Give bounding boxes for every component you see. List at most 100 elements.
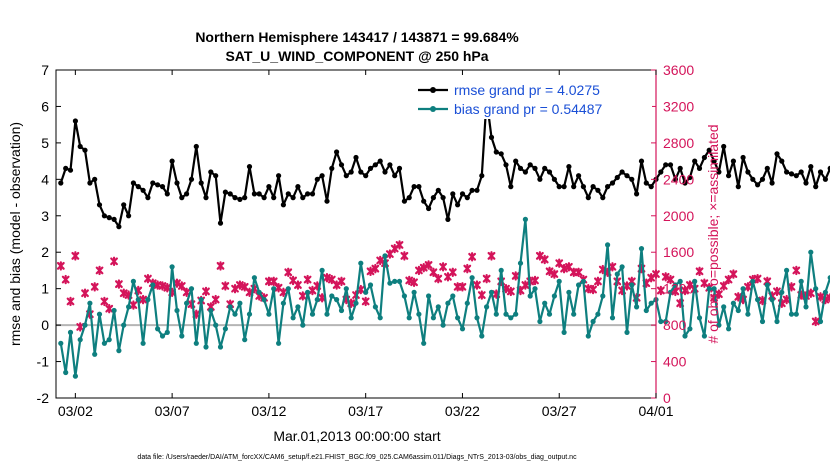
rmse-data-point <box>498 151 504 157</box>
bias-data-point <box>493 311 499 317</box>
y-tick-label-right: 2400 <box>663 171 694 187</box>
bias-data-point <box>527 293 533 299</box>
obs-assimilated-point <box>666 274 675 285</box>
bias-data-point <box>348 315 354 321</box>
rmse-data-point <box>276 173 282 179</box>
obs-assimilated-point <box>95 265 104 276</box>
rmse-data-point <box>72 118 78 124</box>
rmse-data-point <box>464 195 470 201</box>
bias-data-point <box>416 311 422 317</box>
legend-box <box>412 77 652 119</box>
bias-data-point <box>372 304 378 310</box>
rmse-data-point <box>203 195 209 201</box>
bias-data-point <box>551 293 558 299</box>
rmse-data-point <box>726 173 732 179</box>
bias-data-point <box>164 329 170 335</box>
rmse-data-point <box>522 169 529 175</box>
rmse-data-point <box>421 198 427 204</box>
rmse-data-point <box>319 173 325 179</box>
rmse-data-point <box>188 176 195 182</box>
rmse-data-point <box>595 187 601 193</box>
bias-data-point <box>300 322 306 328</box>
rmse-data-point <box>77 143 83 150</box>
obs-assimilated-point <box>463 263 472 274</box>
bias-data-point <box>813 286 819 292</box>
legend-rmse-label: rmse grand pr = 4.0275 <box>454 82 600 98</box>
rmse-data-point <box>145 195 151 201</box>
rmse-data-point <box>580 184 587 190</box>
obs-assimilated-point <box>376 255 385 266</box>
rmse-data-point <box>401 198 407 204</box>
rmse-data-point <box>367 165 374 171</box>
rmse-data-point <box>750 176 756 182</box>
obs-assimilated-point <box>424 260 433 270</box>
obs-assimilated-point <box>366 266 375 277</box>
y-tick-label-left: -1 <box>37 354 50 370</box>
rmse-data-point <box>314 176 320 182</box>
rmse-data-point <box>256 191 262 197</box>
obs-assimilated-point <box>589 284 597 295</box>
bias-data-point <box>692 278 698 284</box>
bias-data-point <box>290 315 296 321</box>
legend-bias-marker <box>430 106 436 112</box>
bias-data-point <box>624 329 630 335</box>
rmse-data-point <box>353 154 359 161</box>
rmse-data-point <box>817 169 824 175</box>
rmse-data-point <box>629 176 635 182</box>
obs-assimilated-point <box>729 269 738 279</box>
obs-assimilated-point <box>115 279 123 289</box>
rmse-data-point <box>343 173 349 179</box>
rmse-data-point <box>261 195 267 201</box>
bias-data-point <box>135 297 141 303</box>
bias-data-point <box>305 289 311 295</box>
bias-data-point <box>130 278 136 284</box>
obs-assimilated-point <box>90 282 99 292</box>
rmse-data-point <box>377 158 383 164</box>
rmse-data-point <box>426 205 432 212</box>
obs-assimilated-point <box>753 273 762 284</box>
rmse-data-point <box>58 180 64 186</box>
bias-data-point <box>484 304 490 310</box>
bias-data-point <box>140 340 146 346</box>
y-tick-label-right: 800 <box>663 317 687 333</box>
rmse-data-point <box>546 169 553 175</box>
obs-assimilated-point <box>816 292 825 302</box>
bias-data-point <box>237 300 243 306</box>
bias-data-point <box>217 344 224 350</box>
obs-assimilated-point <box>482 273 491 284</box>
bias-data-point <box>198 297 204 303</box>
rmse-data-point <box>305 191 311 197</box>
bias-data-point <box>445 300 451 306</box>
bias-data-point <box>590 318 596 325</box>
rmse-data-point <box>493 149 499 155</box>
rmse-data-point <box>280 202 286 208</box>
obs-assimilated-point <box>540 254 549 265</box>
bias-data-point <box>314 297 320 303</box>
bias-data-point <box>426 293 432 299</box>
bias-data-point <box>740 286 746 292</box>
bias-data-point <box>338 307 345 314</box>
bias-data-point <box>58 340 64 346</box>
obs-assimilated-point <box>574 267 583 277</box>
rmse-data-point <box>672 176 679 182</box>
rmse-data-point <box>135 184 141 190</box>
obs-assimilated-point <box>811 316 820 327</box>
obs-assimilated-point <box>468 252 477 262</box>
bias-data-point <box>609 315 616 321</box>
bias-data-point <box>585 333 591 339</box>
bias-data-point <box>343 286 349 292</box>
bias-data-point <box>745 311 751 317</box>
bias-data-point <box>242 337 248 343</box>
rmse-data-point <box>251 191 257 197</box>
rmse-data-point <box>590 184 596 190</box>
bias-data-point <box>706 286 712 292</box>
bias-data-point <box>116 348 122 354</box>
bias-data-point <box>556 278 562 284</box>
bias-data-point <box>764 282 770 288</box>
obs-assimilated-point <box>550 269 559 279</box>
obs-assimilated-point <box>719 281 728 291</box>
rmse-data-point <box>503 162 509 168</box>
bias-data-point <box>566 289 572 295</box>
rmse-data-point <box>532 165 538 171</box>
bias-data-point <box>817 318 824 325</box>
